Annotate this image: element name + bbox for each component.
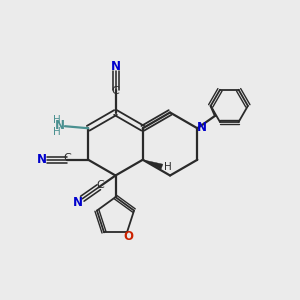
Polygon shape xyxy=(143,160,163,169)
Text: H: H xyxy=(164,162,172,172)
Text: C: C xyxy=(63,153,71,163)
Text: C: C xyxy=(96,180,104,190)
Text: O: O xyxy=(124,230,134,243)
Text: N: N xyxy=(55,119,64,132)
Text: N: N xyxy=(73,196,83,209)
Text: C: C xyxy=(112,86,119,96)
Text: N: N xyxy=(110,60,121,73)
Text: N: N xyxy=(36,153,46,166)
Text: H: H xyxy=(53,127,61,137)
Text: H: H xyxy=(53,115,61,124)
Text: N: N xyxy=(197,121,207,134)
